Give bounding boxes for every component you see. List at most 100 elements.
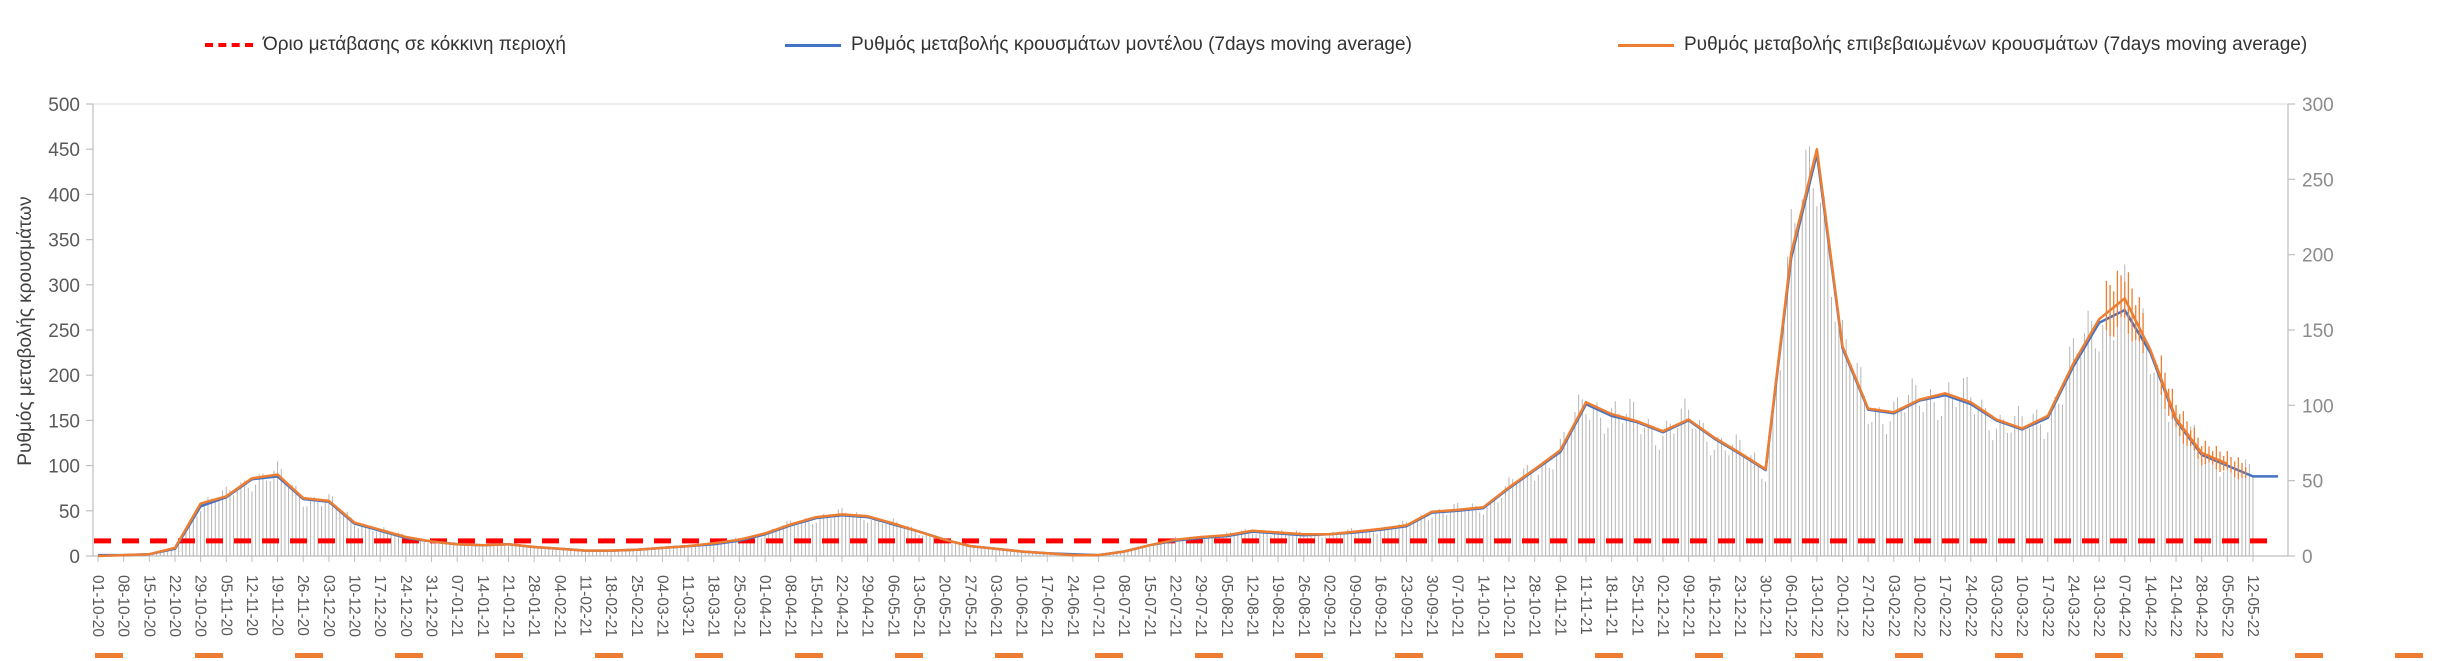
x-axis-label: 13-05-21 bbox=[910, 575, 927, 637]
x-axis-label: 22-07-21 bbox=[1167, 575, 1184, 637]
x-axis-label: 10-06-21 bbox=[1013, 575, 1030, 637]
bottom-strip-dash bbox=[1695, 653, 1723, 658]
x-axis-label: 12-08-21 bbox=[1243, 575, 1260, 637]
x-axis-label: 08-04-21 bbox=[782, 575, 799, 637]
x-axis-label: 06-01-22 bbox=[1782, 575, 1799, 637]
x-axis-label: 30-09-21 bbox=[1423, 575, 1440, 637]
x-axis-label: 10-12-20 bbox=[346, 575, 363, 637]
x-axis-label: 17-03-22 bbox=[2039, 575, 2056, 637]
bottom-strip-dash bbox=[995, 653, 1023, 658]
x-axis-label: 03-06-21 bbox=[987, 575, 1004, 637]
x-axis-label: 26-11-20 bbox=[294, 575, 311, 636]
bottom-strip-dash bbox=[695, 653, 723, 658]
x-axis-label: 28-10-21 bbox=[1526, 575, 1543, 637]
right-axis-tick-label: 50 bbox=[2302, 472, 2323, 493]
x-axis-label: 01-04-21 bbox=[756, 575, 773, 637]
x-axis-label: 03-02-22 bbox=[1885, 575, 1902, 637]
x-axis-label: 20-05-21 bbox=[936, 575, 953, 637]
x-axis-label: 04-02-21 bbox=[551, 575, 568, 637]
bottom-strip-dash bbox=[1795, 653, 1823, 658]
bottom-strip-dash bbox=[95, 653, 123, 658]
legend-item-confirmed: Ρυθμός μεταβολής επιβεβαιωμένων κρουσμάτ… bbox=[1618, 34, 2307, 56]
x-axis-label: 19-11-20 bbox=[269, 575, 286, 636]
x-axis-label: 25-11-21 bbox=[1628, 575, 1645, 636]
left-axis-tick-label: 400 bbox=[48, 185, 80, 206]
left-axis-tick-label: 50 bbox=[59, 502, 80, 523]
x-axis-label: 12-11-20 bbox=[243, 575, 260, 636]
bottom-strip-dash bbox=[595, 653, 623, 658]
legend-item-threshold: Όριο μετάβασης σε κόκκινη περιοχή bbox=[205, 34, 566, 56]
x-axis-label: 18-02-21 bbox=[602, 575, 619, 637]
x-axis-label: 17-12-20 bbox=[371, 575, 388, 637]
legend-label-confirmed: Ρυθμός μεταβολής επιβεβαιωμένων κρουσμάτ… bbox=[1684, 34, 2308, 55]
bottom-strip-dash bbox=[2295, 653, 2323, 658]
x-axis-label: 27-05-21 bbox=[961, 575, 978, 637]
bottom-strip-dash bbox=[395, 653, 423, 658]
x-axis-label: 13-01-22 bbox=[1808, 575, 1825, 637]
x-axis-label: 16-12-21 bbox=[1705, 575, 1722, 637]
x-axis-label: 11-11-21 bbox=[1577, 575, 1594, 635]
confirmed-line bbox=[97, 147, 2228, 558]
x-axis-label: 11-02-21 bbox=[576, 575, 593, 636]
x-axis-label: 10-03-22 bbox=[2013, 575, 2030, 637]
x-axis-label: 29-07-21 bbox=[1192, 575, 1209, 637]
y-axis-title: Ρυθμός μεταβολής κρουσμάτων bbox=[15, 196, 36, 466]
x-axis-label: 07-04-22 bbox=[2116, 575, 2133, 637]
bottom-strip-dash bbox=[1395, 653, 1423, 658]
x-axis-label: 08-07-21 bbox=[1115, 575, 1132, 637]
x-axis-label: 23-09-21 bbox=[1397, 575, 1414, 637]
left-axis-tick-label: 150 bbox=[48, 411, 80, 432]
x-axis-label: 03-12-20 bbox=[320, 575, 337, 637]
x-axis-label: 24-02-22 bbox=[1962, 575, 1979, 637]
x-axis-label: 04-03-21 bbox=[653, 575, 670, 637]
x-axis-label: 22-10-20 bbox=[166, 575, 183, 637]
x-axis-label: 21-01-21 bbox=[499, 575, 516, 637]
confirmed-whiskers-group bbox=[2105, 270, 2247, 480]
x-axis-label: 02-09-21 bbox=[1320, 575, 1337, 637]
x-axis-label: 14-01-21 bbox=[474, 575, 491, 637]
bottom-strip-dash bbox=[1095, 653, 1123, 658]
x-axis-label: 05-11-20 bbox=[217, 575, 234, 636]
x-axis-label: 09-12-21 bbox=[1680, 575, 1697, 637]
left-axis-tick-label: 200 bbox=[48, 366, 80, 387]
x-axis-label: 03-03-22 bbox=[1987, 575, 2004, 637]
bottom-strip-dash bbox=[2395, 653, 2423, 658]
left-axis-tick-label: 100 bbox=[48, 457, 80, 478]
left-axis-tick-label: 300 bbox=[48, 276, 80, 297]
bottom-strip-dash bbox=[795, 653, 823, 658]
daily-stems-group bbox=[134, 146, 2254, 556]
bottom-strip-group bbox=[95, 653, 2423, 658]
x-axis-label: 04-11-21 bbox=[1551, 575, 1568, 636]
legend-item-model: Ρυθμός μεταβολής κρουσμάτων μοντέλου (7d… bbox=[785, 34, 1412, 56]
right-axis-tick-label: 250 bbox=[2302, 170, 2334, 191]
bottom-strip-dash bbox=[195, 653, 223, 658]
bottom-strip-dash bbox=[1295, 653, 1323, 658]
x-axis-label: 05-05-22 bbox=[2218, 575, 2235, 637]
x-axis-label: 24-12-20 bbox=[397, 575, 414, 637]
x-axis-label: 25-02-21 bbox=[628, 575, 645, 637]
x-axis-label: 19-08-21 bbox=[1269, 575, 1286, 637]
x-axis-label: 08-10-20 bbox=[115, 575, 132, 637]
x-axis-label: 23-12-21 bbox=[1731, 575, 1748, 637]
left-axis-tick-label: 250 bbox=[48, 321, 80, 342]
bottom-strip-dash bbox=[2195, 653, 2223, 658]
x-axis-label: 06-05-21 bbox=[884, 575, 901, 637]
bottom-strip-dash bbox=[495, 653, 523, 658]
bottom-strip-dash bbox=[1495, 653, 1523, 658]
x-axis-label: 22-04-21 bbox=[833, 575, 850, 637]
x-axis-label: 20-01-22 bbox=[1834, 575, 1851, 637]
x-axis-label: 31-03-22 bbox=[2090, 575, 2107, 637]
x-axis-label: 05-08-21 bbox=[1218, 575, 1235, 637]
x-axis-label: 18-11-21 bbox=[1603, 575, 1620, 636]
x-axis-label: 14-10-21 bbox=[1474, 575, 1491, 637]
right-axis-tick-label: 300 bbox=[2302, 95, 2334, 116]
left-axis-tick-label: 350 bbox=[48, 231, 80, 252]
x-axis-label: 25-03-21 bbox=[730, 575, 747, 637]
left-axis-tick-label: 450 bbox=[48, 140, 80, 161]
x-axis-label: 18-03-21 bbox=[705, 575, 722, 637]
right-axis-tick-label: 150 bbox=[2302, 321, 2334, 342]
x-axis-label: 27-01-22 bbox=[1859, 575, 1876, 637]
x-axis-label: 11-03-21 bbox=[679, 575, 696, 636]
x-axis-label: 01-07-21 bbox=[1090, 575, 1107, 637]
